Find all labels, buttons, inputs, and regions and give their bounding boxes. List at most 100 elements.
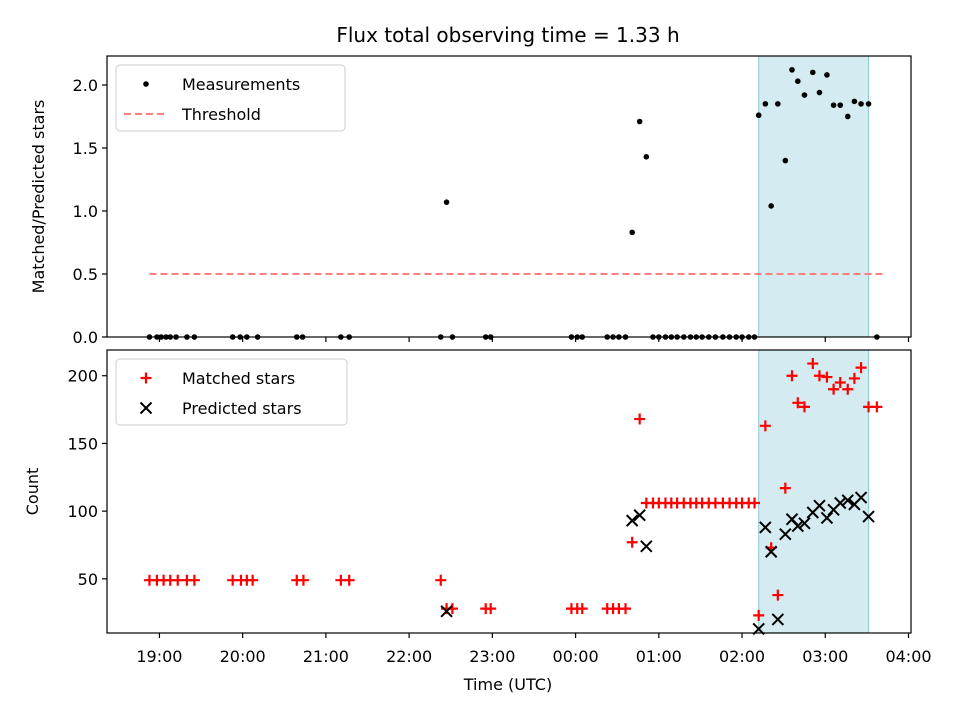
x-tick-label: 23:00	[469, 647, 515, 666]
legend-label: Predicted stars	[182, 399, 302, 418]
top-y-axis-label: Matched/Predicted stars	[29, 100, 48, 294]
predicted-star-point	[779, 527, 792, 541]
measurement-point	[629, 229, 635, 236]
x-tick-label: 02:00	[719, 647, 765, 666]
legend-matched-marker	[140, 372, 152, 384]
x-tick-label: 19:00	[136, 647, 182, 666]
legend-label: Measurements	[182, 75, 300, 94]
predicted-star-point	[625, 514, 639, 527]
matched-star-point	[759, 420, 771, 432]
legend-predicted-marker	[139, 401, 153, 415]
x-tick-label: 01:00	[636, 647, 682, 666]
top-y-tick-label: 0.0	[73, 328, 98, 347]
predicted-star-point	[633, 508, 646, 522]
measurement-point	[844, 113, 851, 120]
x-tick-label: 00:00	[553, 647, 599, 666]
predicted-star-point	[759, 521, 772, 534]
top-y-tick-label: 1.0	[73, 202, 98, 221]
x-tick-label: 20:00	[220, 647, 266, 666]
bottom-y-tick-label: 50	[78, 570, 98, 589]
measurement-point	[865, 101, 872, 107]
legend-label: Threshold	[181, 105, 261, 124]
bottom-y-tick-label: 100	[67, 502, 98, 521]
matched-star-point	[297, 574, 309, 586]
matched-star-point	[807, 358, 819, 370]
top-y-tick-label: 2.0	[73, 76, 98, 95]
legend-measurements-marker	[143, 81, 149, 87]
predicted-star-point	[820, 511, 834, 525]
top-legend: Measurements Threshold	[115, 64, 346, 132]
matched-star-point	[813, 370, 825, 382]
predicted-star-point	[791, 519, 805, 533]
matched-star-point	[772, 589, 784, 601]
bottom-y-axis-label: Count	[23, 468, 42, 516]
matched-star-point	[576, 603, 588, 615]
predicted-star-point	[813, 499, 826, 512]
x-tick-label: 21:00	[303, 647, 349, 666]
measurement-point	[809, 69, 816, 76]
top-y-tick-label: 0.5	[73, 265, 98, 284]
top-legend-box	[115, 64, 346, 132]
measurement-point	[795, 78, 801, 85]
matched-star-point	[753, 609, 765, 621]
matched-star-point	[634, 413, 646, 425]
measurement-point	[443, 199, 450, 205]
bottom-axes-frame	[106, 349, 912, 634]
matched-star-point	[435, 574, 447, 586]
bottom-y-tick-label: 150	[67, 434, 98, 453]
top-y-tick-label: 1.5	[73, 139, 98, 158]
bottom-highlight-span	[758, 349, 870, 634]
matched-star-point	[798, 401, 810, 413]
measurement-point	[789, 67, 795, 73]
bottom-legend-box	[115, 358, 348, 426]
predicted-star-point	[440, 605, 453, 618]
matched-star-point	[485, 603, 497, 615]
measurement-point	[837, 102, 844, 108]
top-highlight-span	[758, 55, 870, 338]
predicted-star-point	[771, 613, 785, 626]
matched-star-point	[855, 362, 867, 374]
matched-star-point	[749, 497, 761, 509]
matched-star-point	[821, 371, 833, 383]
measurement-point	[636, 118, 643, 125]
measurement-point	[801, 92, 808, 98]
measurement-point	[824, 72, 830, 78]
top-axes-frame	[106, 55, 912, 338]
matched-star-point	[871, 401, 883, 413]
measurement-point	[762, 101, 769, 107]
measurement-point	[782, 157, 789, 164]
matched-star-point	[188, 574, 200, 586]
bottom-legend: Matched stars Predicted stars	[115, 358, 348, 426]
matched-star-point	[842, 383, 854, 395]
measurement-point	[851, 98, 858, 105]
bottom-panel: 50 100 150 200 19:00 20:00 21:00 22:00 23:00 00:0…	[23, 349, 932, 666]
x-tick-label: 04:00	[885, 647, 931, 666]
measurement-point	[768, 203, 774, 209]
predicted-star-point	[834, 496, 847, 510]
measurement-point	[643, 154, 650, 160]
measurement-point	[858, 101, 864, 107]
predicted-star-point	[854, 491, 868, 504]
x-tick-label: 03:00	[802, 647, 848, 666]
chart-title: Flux total observing time = 1.33 h	[336, 23, 679, 47]
predicted-star-point	[798, 517, 811, 530]
legend-label: Matched stars	[182, 369, 295, 388]
bottom-y-tick-label: 200	[67, 367, 98, 386]
matched-star-point	[786, 370, 798, 382]
predicted-star-point	[841, 494, 854, 507]
matched-star-point	[848, 372, 860, 384]
matched-star-point	[792, 397, 804, 409]
x-tick-label: 22:00	[386, 647, 432, 666]
matched-star-point	[620, 603, 632, 615]
matched-star-point	[779, 482, 791, 494]
predicted-star-point	[640, 540, 653, 553]
matched-star-point	[343, 574, 355, 586]
measurement-point	[830, 102, 837, 108]
measurement-point	[816, 89, 823, 96]
measurement-point	[775, 101, 781, 107]
measurement-point	[755, 112, 762, 119]
top-panel: 0.0 0.5 1.0 1.5 2.0 Matched/Predicted stars Me…	[29, 55, 912, 347]
matched-star-point	[626, 536, 638, 548]
predicted-star-point	[764, 545, 778, 558]
